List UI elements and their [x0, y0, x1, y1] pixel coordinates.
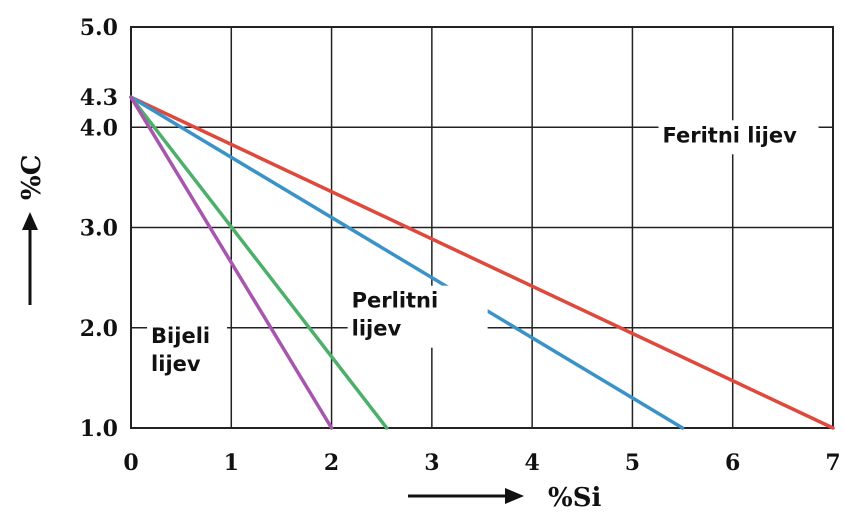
y-tick-label-5: 5.0	[80, 15, 118, 41]
series-line-3	[129, 95, 334, 430]
region-label-bg-2	[147, 320, 228, 383]
y-tick-label-2: 3.0	[80, 216, 118, 242]
series-group	[129, 95, 835, 430]
region-label-2-line-0: Bijeli	[151, 324, 210, 348]
region-label-bg-0	[658, 120, 819, 155]
y-tick-labels: 1.0 2.0 3.0 4.0 4.3 5.0	[80, 15, 118, 442]
y-tick-label-4: 4.3	[80, 85, 118, 111]
y-tick-label-3: 4.0	[80, 115, 118, 141]
grid	[130, 26, 834, 429]
series-line-2	[129, 95, 389, 430]
region-label-1-line-1: lijev	[352, 317, 402, 341]
x-axis-label-group: %Si	[408, 483, 601, 513]
series-line-1	[129, 95, 685, 430]
plot-frame	[130, 26, 834, 429]
y-axis-label: %C	[17, 155, 47, 200]
region-labels: Feritni lijev Perlitni lijev Bijeli lijev	[147, 120, 819, 383]
x-tick-label-3: 3	[424, 450, 439, 476]
x-tick-label-7: 7	[825, 450, 840, 476]
y-tick-label-1: 2.0	[80, 316, 118, 342]
x-tick-label-5: 5	[625, 450, 640, 476]
x-tick-label-6: 6	[725, 450, 740, 476]
x-axis-label: %Si	[548, 483, 601, 513]
series-line-0	[129, 95, 835, 430]
x-tick-labels: 0 1 2 3 4 5 6 7	[123, 450, 840, 476]
region-label-0-line-0: Feritni lijev	[663, 123, 798, 147]
x-axis-arrow-head	[505, 488, 524, 504]
x-tick-label-1: 1	[224, 450, 239, 476]
x-tick-label-2: 2	[324, 450, 339, 476]
x-tick-label-0: 0	[123, 450, 138, 476]
region-label-2-line-1: lijev	[151, 352, 201, 376]
x-tick-label-4: 4	[524, 450, 539, 476]
region-label-1-line-0: Perlitni	[352, 289, 439, 313]
y-tick-label-0: 1.0	[80, 416, 118, 442]
y-axis-arrow-head	[22, 212, 38, 230]
y-axis-label-group: %C	[17, 155, 47, 305]
region-label-bg-1	[347, 285, 488, 348]
